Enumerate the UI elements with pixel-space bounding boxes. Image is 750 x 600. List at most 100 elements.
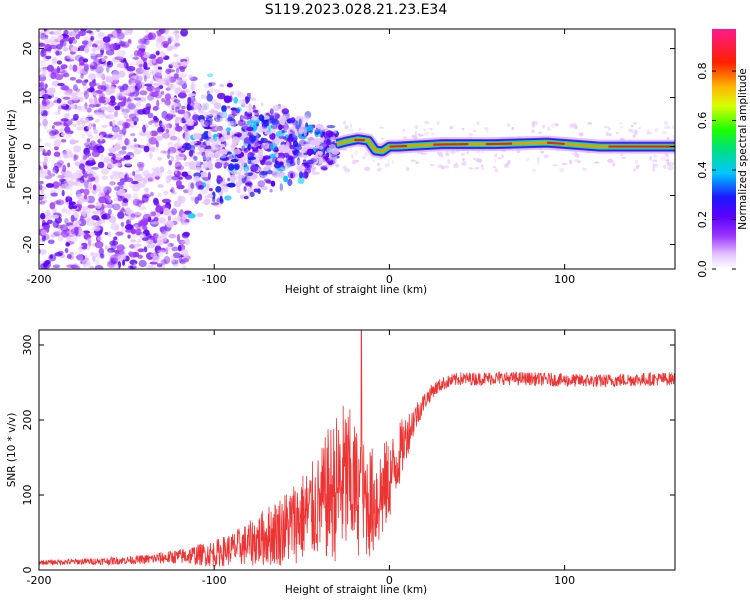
spectrogram-cell — [250, 139, 255, 144]
spectrogram-cell — [54, 74, 64, 81]
spectrogram-cell — [530, 129, 535, 134]
spectrogram-cell — [57, 234, 64, 242]
spectrogram-cell — [222, 160, 226, 164]
spectrogram-cell — [88, 73, 96, 80]
spectrogram-cell — [46, 128, 56, 135]
spectrogram-cell — [92, 124, 97, 131]
spectrogram-cell — [136, 199, 143, 208]
spectrogram-cell — [219, 112, 226, 117]
spectrogram-cell — [227, 177, 231, 182]
spectrogram-cell — [90, 35, 95, 41]
spectrogram-cell — [52, 220, 59, 229]
spectrogram-cell — [652, 167, 655, 172]
spectrogram-cell — [136, 84, 141, 92]
spectrogram-cell — [320, 126, 328, 132]
spectrogram-cell — [49, 36, 57, 43]
spectrogram-cell — [64, 248, 69, 253]
spectrogram-cell — [143, 38, 150, 46]
spectrogram-cell — [251, 116, 258, 121]
spectrogram-cell — [212, 197, 216, 202]
spectrogram-cell — [146, 85, 156, 92]
spectrogram-cell — [163, 43, 168, 48]
spectrogram-cell — [189, 140, 198, 145]
spectrogram-cell — [187, 96, 192, 105]
spectrogram-cell — [167, 149, 171, 155]
spectrogram-cell — [165, 68, 172, 75]
spectrogram-cell — [414, 130, 417, 135]
spectrogram-cell — [64, 35, 72, 42]
spectrogram-cell — [424, 120, 430, 125]
spectrogram-cell — [161, 123, 170, 130]
spectrogram-cell — [612, 160, 615, 164]
spectrogram-cell — [135, 212, 142, 216]
colorbar-tick-label: 0.2 — [696, 211, 709, 229]
spectrogram-cell — [153, 106, 160, 110]
spectrogram-cell — [43, 50, 51, 54]
spectrogram-cell — [167, 215, 171, 221]
spectrogram-cell — [185, 132, 191, 141]
spectrogram-cell — [663, 125, 670, 130]
spectrogram-cell — [246, 92, 251, 97]
spectrogram-cell — [121, 96, 127, 105]
spectrogram-cell — [652, 159, 658, 163]
spectrogram-cell — [236, 186, 241, 194]
spectrogram-cell — [145, 264, 154, 269]
spectrogram-cell — [93, 175, 100, 184]
spectrogram-cell — [160, 259, 167, 265]
spectrogram-cell — [306, 125, 314, 131]
spectrogram-cell — [82, 230, 91, 234]
spectrogram-cell — [64, 154, 69, 158]
spectrogram-cell — [46, 149, 52, 157]
spectrogram-cell — [246, 174, 251, 183]
spectrogram-cell — [138, 260, 147, 267]
spectrogram-cell — [372, 158, 375, 163]
spectrogram-cell — [497, 157, 502, 160]
snr-y-tick-label: 100 — [21, 485, 34, 506]
spectrogram-cell — [122, 259, 126, 266]
spectrogram-cell — [87, 39, 92, 48]
spectrogram-cell — [99, 208, 106, 214]
spectrogram-cell — [102, 36, 111, 43]
spectrogram-cell — [90, 176, 96, 182]
spectrogram-cell — [354, 150, 359, 155]
spectrogram-cell — [119, 195, 125, 199]
spectrogram-cell — [142, 124, 147, 133]
spectrogram-cell — [155, 135, 164, 141]
spectrogram-cell — [88, 157, 95, 164]
spectrogram-cell — [141, 195, 149, 203]
spectrogram-cell — [150, 70, 154, 76]
spectrogram-y-tick-label: 10 — [21, 91, 34, 105]
spectrogram-cell — [122, 61, 126, 70]
spectrogram-cell — [284, 162, 291, 169]
spectrogram-cell — [87, 126, 92, 130]
spectrogram-cell — [74, 251, 81, 255]
spectrogram-cell — [47, 64, 55, 73]
spectrogram-cell — [94, 101, 102, 107]
spectrogram-cell — [134, 244, 138, 252]
spectrogram-cell — [128, 182, 134, 188]
spectrogram-cell — [187, 106, 195, 111]
spectrogram-cell — [507, 160, 511, 165]
spectrogram-cell — [135, 228, 142, 236]
spectrogram-cell — [207, 73, 214, 78]
spectrogram-cell — [65, 242, 70, 247]
spectrogram-cell — [233, 96, 239, 104]
spectrogram-cell — [329, 154, 338, 161]
spectrogram-cell — [138, 44, 147, 49]
spectrogram-cell — [133, 243, 143, 247]
spectrogram-cell — [157, 249, 166, 254]
spectrogram-cell — [269, 189, 273, 193]
spectrogram-cell — [646, 129, 651, 135]
spectrogram-cell — [65, 209, 71, 216]
spectrogram-cell — [153, 233, 159, 239]
spectrogram-cell — [361, 156, 366, 159]
spectrogram-cell — [51, 233, 55, 238]
spectrogram-cell — [110, 174, 114, 180]
spectrogram-cell — [125, 224, 134, 231]
spectrogram-cell — [319, 157, 326, 164]
spectrogram-cell — [166, 153, 171, 159]
spectrogram-cell — [313, 155, 318, 160]
spectrogram-cell — [117, 211, 125, 219]
spectrogram-cell — [39, 249, 47, 255]
spectrogram-cell — [94, 53, 103, 58]
